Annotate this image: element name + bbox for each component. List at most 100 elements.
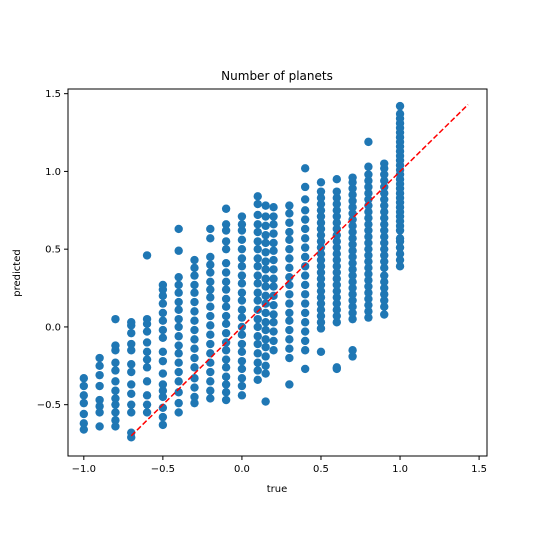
data-point [332,174,341,184]
data-point [364,282,373,291]
data-point [269,220,278,229]
data-point [364,269,373,279]
data-point [269,346,278,355]
data-point [269,202,278,212]
data-point [127,367,136,377]
data-point [127,328,136,338]
data-point [348,290,357,299]
data-point [364,257,373,266]
data-point [395,262,405,271]
data-point [79,381,89,391]
data-point [380,244,389,254]
data-point [253,271,262,280]
data-point [79,391,89,400]
data-point [79,374,89,383]
data-point [174,341,183,350]
x-axis-label: true [267,484,288,495]
data-point [190,325,199,335]
data-point [127,428,136,437]
data-point [127,318,136,327]
data-point [316,280,326,290]
data-point [364,294,373,304]
data-point [237,347,247,357]
data-point [237,296,247,305]
data-point [253,288,262,297]
data-points [79,101,405,442]
data-point [190,271,199,280]
data-point [206,330,215,339]
data-point [364,188,373,198]
data-point [364,251,373,260]
data-point [332,293,341,302]
data-point [348,173,357,182]
data-point [174,224,183,234]
data-point [206,302,215,311]
data-point [380,213,389,223]
data-point [380,310,389,319]
data-point [316,237,326,246]
data-point [364,182,373,192]
data-point [261,308,270,318]
data-point [316,318,326,327]
data-point [142,377,152,386]
data-point [79,419,89,428]
data-point [380,170,389,179]
data-point [348,196,357,206]
data-point [237,220,247,229]
data-point [332,193,341,203]
data-point [348,265,357,274]
data-point [332,218,341,227]
data-point [261,397,270,406]
data-point [364,195,373,204]
data-point [253,375,262,384]
data-point [190,255,199,265]
y-tick-label: −0.5 [37,400,61,411]
data-point [158,308,168,318]
data-point [158,280,168,290]
data-point [158,380,168,389]
data-point [79,425,89,434]
data-point [316,311,326,321]
data-point [127,408,136,417]
chart-title: Number of planets [221,69,333,83]
data-point [95,402,104,411]
data-point [380,201,389,210]
data-point [190,280,199,290]
data-point [316,268,326,277]
data-point [300,164,310,173]
data-point [332,255,341,265]
data-point [127,360,136,369]
data-point [380,271,389,280]
data-point [316,262,326,271]
data-point [206,349,215,358]
data-point [237,330,247,339]
data-point [237,279,247,288]
data-point [300,224,310,234]
data-point [380,302,389,311]
x-tick-label: −1.0 [72,464,96,475]
data-point [332,274,341,283]
data-point [348,277,357,287]
data-point [206,293,215,302]
data-point [348,296,357,305]
data-point [174,305,183,315]
data-point [348,246,357,255]
data-point [237,374,247,383]
data-point [190,316,199,325]
data-point [332,363,341,372]
data-point [111,341,120,350]
data-point [364,226,373,235]
data-point [158,356,168,366]
data-point [316,218,326,227]
data-point [261,291,270,301]
data-point [332,230,341,240]
data-point [316,243,326,252]
data-point [380,195,389,204]
data-point [142,314,152,324]
data-point [190,335,199,344]
data-point [206,268,215,277]
data-point [158,347,168,357]
data-point [348,258,357,268]
reference-line-group [130,104,469,437]
